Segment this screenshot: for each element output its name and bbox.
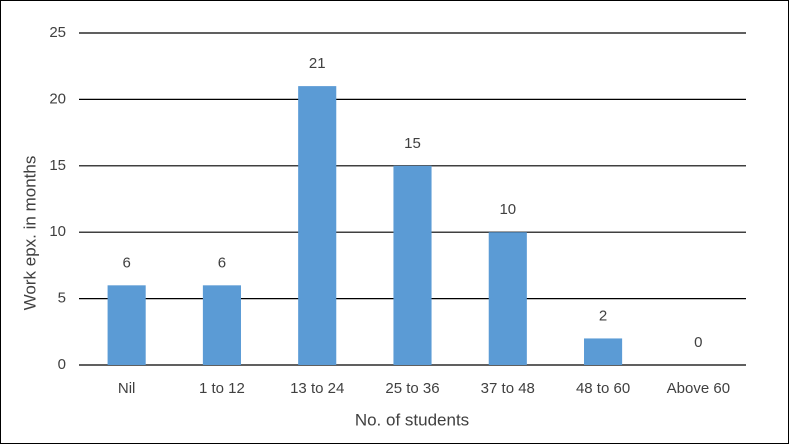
data-label: 15 (404, 135, 421, 152)
data-label: 21 (309, 55, 326, 72)
x-axis-label: No. of students (355, 410, 469, 429)
bar (393, 165, 432, 365)
x-tick-label: 1 to 12 (199, 380, 245, 397)
bar (488, 232, 527, 365)
data-label: 10 (499, 201, 516, 218)
x-tick-label: 48 to 60 (576, 380, 630, 397)
data-label: 6 (122, 254, 130, 271)
data-label: 0 (694, 334, 702, 351)
y-tick-label: 0 (58, 356, 66, 373)
y-tick-label: 25 (49, 24, 66, 41)
x-tick-label: 13 to 24 (290, 380, 344, 397)
y-tick-label: 15 (49, 157, 66, 174)
bar (584, 338, 623, 365)
bar (107, 285, 146, 365)
x-tick-label: Above 60 (667, 380, 730, 397)
y-tick-label: 20 (49, 90, 66, 107)
x-tick-label: Nil (118, 380, 136, 397)
y-axis-label: Work epx. in months (20, 156, 39, 311)
data-label: 2 (599, 307, 607, 324)
x-tick-label: 25 to 36 (385, 380, 439, 397)
y-tick-label: 10 (49, 223, 66, 240)
y-tick-label: 5 (58, 290, 66, 307)
bar (298, 86, 337, 366)
x-tick-label: 37 to 48 (481, 380, 535, 397)
data-label: 6 (218, 254, 226, 271)
bar (202, 285, 241, 365)
